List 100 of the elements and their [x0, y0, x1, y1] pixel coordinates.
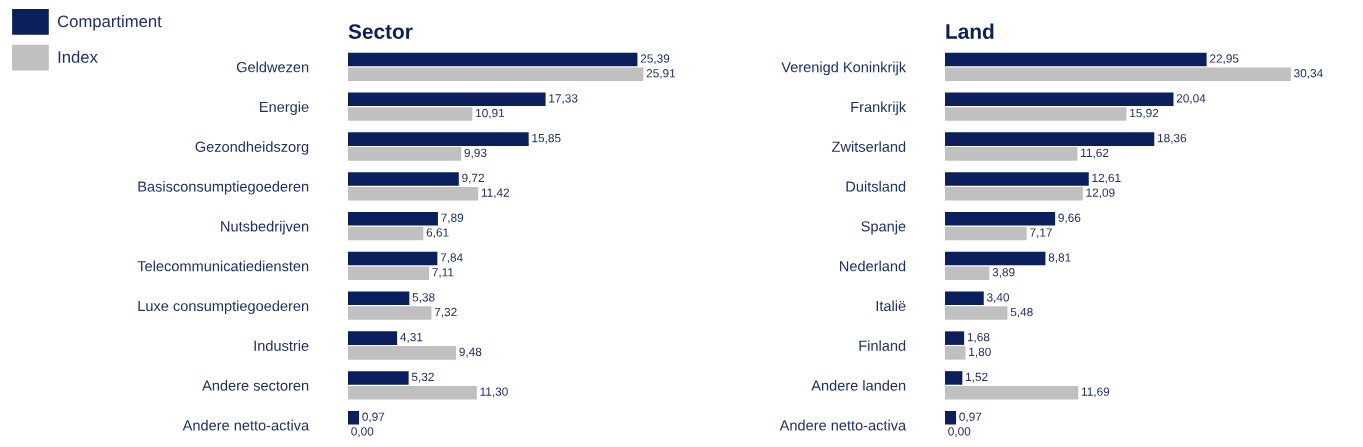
y-tick-label: Zwitserland — [832, 141, 906, 152]
bar — [945, 67, 1291, 82]
bar — [348, 132, 529, 146]
y-tick-label: Andere netto-activa — [779, 419, 907, 431]
bar — [348, 306, 432, 320]
data-label: 0,97 — [959, 412, 982, 423]
bar — [348, 172, 459, 186]
data-label: 22,95 — [1210, 54, 1239, 65]
data-label: 9,66 — [1058, 213, 1081, 224]
data-label: 12,61 — [1092, 173, 1121, 184]
data-label: 9,93 — [464, 148, 487, 159]
data-label: 0,97 — [362, 412, 385, 423]
data-label: 25,91 — [646, 69, 676, 79]
y-tick-label: Industrie — [254, 340, 309, 351]
bar — [945, 52, 1207, 67]
data-label: 11,69 — [1081, 387, 1110, 398]
bar — [945, 147, 1078, 161]
bar — [945, 132, 1155, 146]
bar — [945, 291, 984, 306]
y-tick-label: Andere sectoren — [202, 380, 309, 391]
y-tick-label: Basisconsumptiegoederen — [138, 181, 309, 195]
y-tick-label: Luxe consumptiegoederen — [138, 300, 309, 315]
bar — [348, 92, 546, 107]
data-label: 3,89 — [992, 268, 1015, 278]
bar — [945, 251, 1046, 266]
data-label: 3,40 — [986, 293, 1010, 303]
bar — [945, 186, 1083, 201]
data-label: 5,38 — [412, 293, 435, 303]
y-tick-label: Andere netto-activa — [182, 419, 310, 431]
data-label: 11,42 — [481, 188, 510, 199]
data-label: 1,68 — [967, 332, 990, 343]
data-label: 30,34 — [1294, 69, 1323, 79]
bar — [348, 291, 410, 306]
bar — [348, 331, 398, 345]
data-label: 12,09 — [1086, 188, 1115, 199]
bar — [348, 266, 430, 281]
data-label: 6,61 — [426, 228, 449, 239]
data-label: 18,36 — [1157, 133, 1187, 144]
bar — [348, 107, 473, 121]
data-label: 7,32 — [434, 307, 457, 318]
bar — [348, 67, 644, 82]
data-label: 7,84 — [440, 253, 463, 264]
bar — [348, 251, 438, 266]
bar — [348, 186, 479, 201]
data-label: 17,33 — [549, 94, 578, 104]
data-label: 9,48 — [459, 347, 482, 358]
y-tick-label: Italië — [876, 300, 906, 312]
bar — [945, 92, 1174, 107]
y-tick-label: Andere landen — [811, 380, 906, 391]
bar — [348, 410, 360, 425]
data-label: 7,17 — [1030, 228, 1052, 239]
bar — [348, 147, 462, 161]
data-label: 5,32 — [411, 372, 434, 383]
bar — [945, 172, 1089, 186]
bar — [945, 266, 990, 281]
bar — [348, 52, 638, 67]
data-label: 8,81 — [1048, 253, 1071, 264]
bar — [945, 107, 1127, 121]
data-label: 11,30 — [480, 387, 508, 398]
bar — [348, 371, 409, 385]
y-tick-label: Telecommunicatiediensten — [137, 260, 309, 272]
bar — [945, 385, 1079, 400]
bar — [348, 385, 477, 400]
y-tick-label: Nutsbedrijven — [221, 220, 309, 235]
data-label: 4,31 — [400, 332, 423, 343]
y-tick-label: Spanje — [861, 220, 906, 235]
data-label: 11,62 — [1081, 148, 1109, 159]
bar — [348, 226, 424, 241]
data-label: 20,04 — [1176, 94, 1206, 104]
data-label: 5,48 — [1010, 307, 1033, 318]
y-tick-label: Duitsland — [846, 181, 906, 192]
y-tick-label: Geldwezen — [236, 61, 309, 73]
bar — [945, 226, 1027, 241]
y-tick-label: Verenigd Koninkrijk — [781, 61, 907, 76]
y-tick-label: Energie — [260, 101, 309, 115]
data-label: 1,52 — [966, 372, 988, 383]
legend-label: Index — [58, 50, 98, 63]
data-label: 10,91 — [476, 108, 505, 119]
y-tick-label: Gezondheidszorg — [195, 141, 309, 155]
bar — [945, 346, 966, 360]
bar — [945, 410, 957, 425]
bar — [945, 211, 1056, 226]
bar — [945, 371, 963, 385]
bar — [348, 346, 457, 360]
chart-title: Sector — [348, 24, 413, 39]
y-tick-label: Nederland — [840, 260, 906, 272]
data-label: 7,89 — [441, 213, 464, 224]
y-tick-label: Finland — [859, 340, 906, 351]
data-label: 1,80 — [969, 347, 991, 358]
data-label: 0,00 — [948, 427, 971, 438]
data-label: 0,00 — [351, 427, 374, 438]
y-tick-label: Frankrijk — [851, 101, 907, 115]
bar — [945, 306, 1008, 320]
data-label: 15,92 — [1130, 108, 1159, 119]
bar — [348, 211, 438, 226]
data-label: 15,85 — [532, 133, 561, 144]
bar — [945, 331, 965, 345]
chart-title: Land — [946, 23, 994, 39]
data-label: 9,72 — [462, 173, 484, 184]
data-label: 7,11 — [432, 268, 454, 278]
